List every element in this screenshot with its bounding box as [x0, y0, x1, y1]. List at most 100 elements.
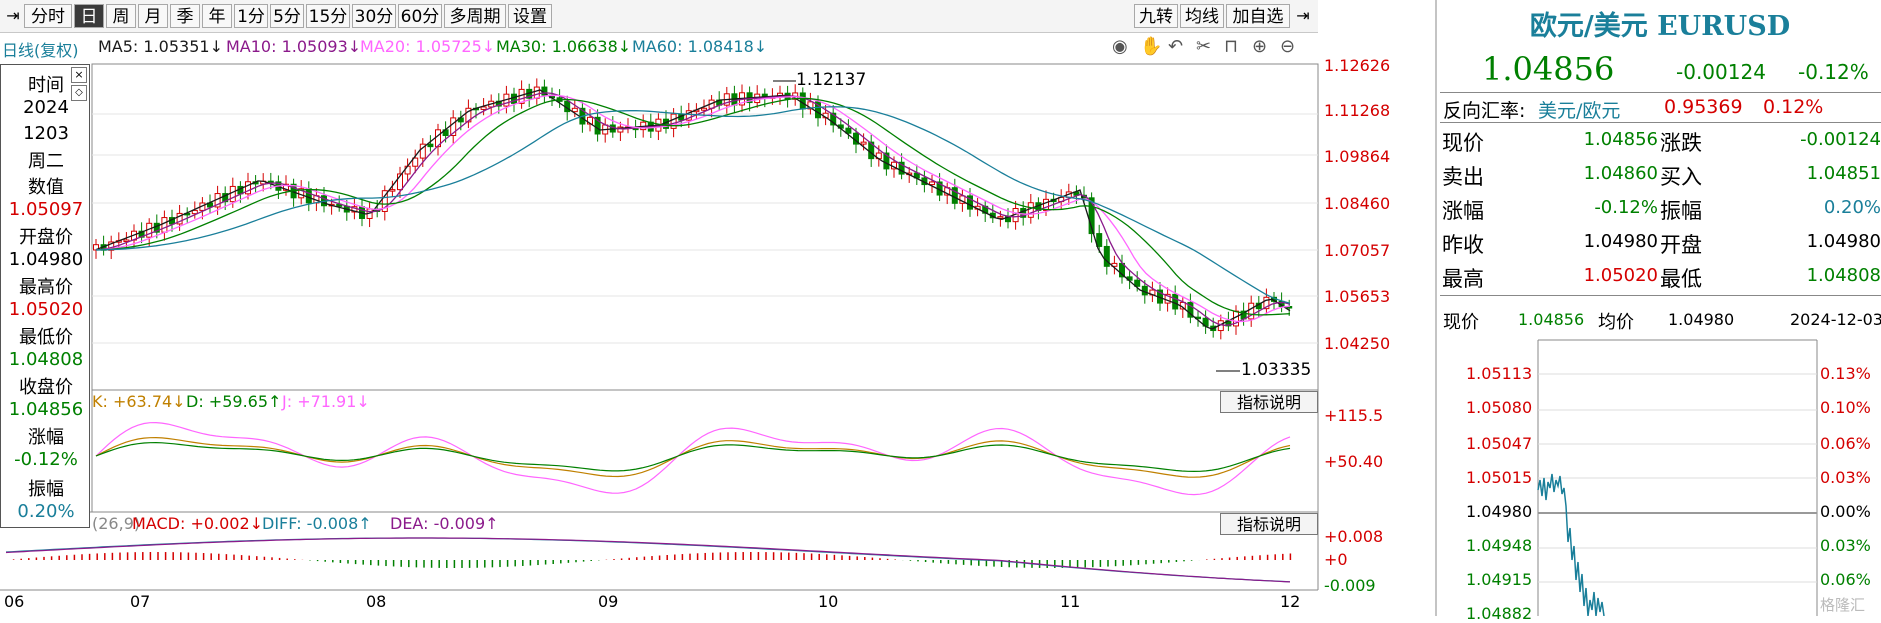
reverse-rate-value: 0.95369 — [1664, 96, 1743, 118]
candle — [1172, 285, 1179, 315]
zoom-out-icon[interactable]: ⊖ — [1280, 36, 1296, 57]
candle — [587, 109, 593, 132]
jiuzhuan-button[interactable]: 九转 — [1134, 4, 1178, 28]
time-label: 时间 — [28, 75, 64, 96]
macd-axis-mid: +0 — [1324, 550, 1348, 569]
moving-average-lines — [95, 89, 1291, 330]
close-icon[interactable]: × — [71, 67, 87, 83]
reverse-rate-pct: 0.12% — [1763, 96, 1824, 118]
candle — [929, 174, 935, 194]
kline-chart[interactable] — [0, 0, 1440, 616]
candle — [754, 85, 761, 108]
reverse-pair-link[interactable]: 美元/欧元 — [1538, 100, 1621, 122]
ma30-line — [95, 97, 1291, 316]
candle — [184, 207, 191, 223]
undo-icon[interactable]: ↶ — [1168, 36, 1184, 57]
quote-value: 1.04980 — [1583, 231, 1658, 252]
add-watchlist-button[interactable]: 加自选 — [1226, 4, 1290, 28]
scissors-icon[interactable]: ✂ — [1196, 36, 1212, 57]
ma60-legend: MA60: 1.08418↓ — [632, 37, 768, 56]
tab-year[interactable]: 年 — [202, 4, 232, 28]
candle — [131, 224, 137, 249]
mini-left-tick: 1.05080 — [1466, 398, 1533, 417]
low-annotation: 1.03335 — [1241, 360, 1312, 380]
x-tick: 06 — [4, 592, 25, 611]
candle — [1187, 293, 1194, 324]
tab-15min[interactable]: 15分 — [306, 4, 350, 28]
intraday-price-line — [1537, 473, 1605, 616]
x-tick: 11 — [1060, 592, 1081, 611]
macd-indicator — [5, 537, 1292, 583]
candle — [1149, 281, 1156, 303]
price-tick: 1.12626 — [1324, 56, 1391, 75]
tab-settings[interactable]: 设置 — [508, 4, 552, 28]
price-tick: 1.04250 — [1324, 334, 1391, 353]
hand-icon[interactable]: ✋ — [1140, 36, 1163, 57]
tab-week[interactable]: 周 — [106, 4, 136, 28]
price-change-pct: -0.12% — [1798, 60, 1869, 84]
diff-line — [5, 537, 1291, 583]
lock-icon[interactable]: ⊓ — [1224, 36, 1239, 57]
mini-left-tick: 1.04915 — [1466, 570, 1533, 589]
mini-avg-value: 1.04980 — [1668, 310, 1735, 329]
mini-price-value: 1.04856 — [1518, 310, 1585, 329]
open-label: 开盘价 — [19, 227, 73, 248]
mini-left-tick: 1.05047 — [1466, 434, 1533, 453]
amp-value: 0.20% — [17, 501, 75, 522]
candle — [465, 99, 472, 129]
year-value: 2024 — [23, 97, 69, 118]
current-price: 1.04856 — [1482, 50, 1615, 88]
quote-value: 1.04808 — [1806, 265, 1881, 286]
quote-label: 买入 — [1660, 165, 1702, 189]
collapse-right-icon[interactable]: ⇥ — [1296, 6, 1310, 25]
tab-1min[interactable]: 1分 — [234, 4, 268, 28]
tab-5min[interactable]: 5分 — [270, 4, 304, 28]
collapse-left-icon[interactable]: ⇥ — [6, 6, 20, 25]
candle — [161, 210, 168, 241]
tab-month[interactable]: 月 — [138, 4, 168, 28]
mini-left-tick: 1.04948 — [1466, 536, 1533, 555]
ma-button[interactable]: 均线 — [1180, 4, 1224, 28]
candle — [207, 194, 213, 214]
high-label: 最高价 — [19, 277, 73, 298]
tab-30min[interactable]: 30分 — [352, 4, 396, 28]
candle — [989, 204, 996, 223]
zoom-in-icon[interactable]: ⊕ — [1252, 36, 1268, 57]
intraday-mini-chart[interactable] — [1440, 330, 1881, 616]
candle — [435, 123, 441, 156]
tab-day[interactable]: 日 — [74, 4, 104, 28]
macd-axis-top: +0.008 — [1324, 527, 1384, 546]
tab-60min[interactable]: 60分 — [398, 4, 442, 28]
eye-icon[interactable]: ◉ — [1112, 36, 1128, 57]
macd-params: (26,9) — [92, 514, 141, 533]
candle — [245, 172, 251, 200]
mini-right-tick: 0.03% — [1820, 468, 1871, 487]
mini-right-tick: 0.06% — [1820, 434, 1871, 453]
candle — [1088, 192, 1095, 243]
value-value: 1.05097 — [8, 199, 84, 220]
tab-fenshi[interactable]: 分时 — [24, 4, 72, 28]
kdj-explain-button[interactable]: 指标说明 — [1220, 391, 1318, 413]
quote-value: 1.04860 — [1583, 163, 1658, 184]
quote-value: 1.04980 — [1806, 231, 1881, 252]
tab-multi-period[interactable]: 多周期 — [444, 4, 506, 28]
expand-icon[interactable]: ◇ — [71, 85, 87, 101]
close-value: 1.04856 — [8, 399, 84, 420]
candle — [1255, 295, 1262, 317]
candle — [1263, 288, 1270, 315]
change-value: -0.12% — [14, 449, 78, 470]
candle — [381, 185, 388, 221]
value-label: 数值 — [28, 177, 64, 198]
macd-explain-button[interactable]: 指标说明 — [1220, 513, 1318, 535]
close-label: 收盘价 — [19, 377, 73, 398]
date-value: 1203 — [23, 123, 69, 144]
x-tick: 09 — [598, 592, 619, 611]
mini-right-tick: 0.06% — [1820, 570, 1871, 589]
quote-label: 最高 — [1442, 267, 1484, 291]
tab-quarter[interactable]: 季 — [170, 4, 200, 28]
reverse-rate-label: 反向汇率: — [1443, 100, 1526, 122]
ma5-line — [95, 89, 1291, 330]
candle — [913, 164, 920, 186]
candle — [1096, 224, 1103, 253]
quote-value: 1.05020 — [1583, 265, 1658, 286]
